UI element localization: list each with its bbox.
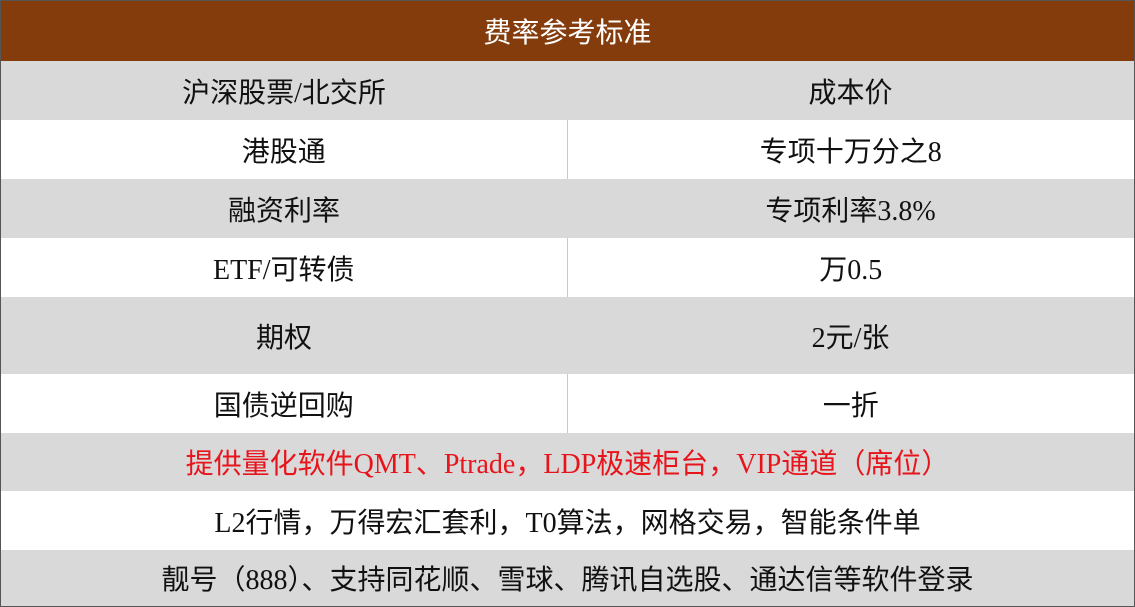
item-cell: 期权 xyxy=(255,322,312,354)
fee-cell: 专项利率3.8% xyxy=(765,195,936,227)
fee-cell: 2元/张 xyxy=(811,322,890,354)
item-cell: 港股通 xyxy=(1,120,568,179)
item-cell: 融资利率 xyxy=(227,195,340,227)
table-row: 融资利率 专项利率3.8% xyxy=(1,179,1134,238)
table-row: 国债逆回购 一折 xyxy=(1,374,1134,433)
note-row: L2行情，万得宏汇套利，T0算法，网格交易，智能条件单 xyxy=(1,491,1134,550)
note-text: 提供量化软件QMT、Ptrade，LDP极速柜台，VIP通道（席位） xyxy=(185,449,950,480)
fee-cell: 一折 xyxy=(822,390,879,422)
table-row: 期权 2元/张 xyxy=(1,297,1134,374)
title: 费率参考标准 xyxy=(483,18,652,49)
header: 费率参考标准 xyxy=(1,1,1134,61)
fee-cell: 万0.5 xyxy=(819,254,883,286)
table-row: 港股通 专项十万分之8 xyxy=(1,120,1134,179)
table-row: 沪深股票/北交所 成本价 xyxy=(1,61,1134,120)
note-text: L2行情，万得宏汇套利，T0算法，网格交易，智能条件单 xyxy=(214,507,921,539)
item-cell: ETF/可转债 xyxy=(1,238,568,297)
note-row: 提供量化软件QMT、Ptrade，LDP极速柜台，VIP通道（席位） xyxy=(1,433,1134,491)
item-cell: 国债逆回购 xyxy=(1,374,568,433)
item-cell: 沪深股票/北交所 xyxy=(182,77,386,109)
fee-cell: 成本价 xyxy=(808,77,893,109)
table-row: ETF/可转债 万0.5 xyxy=(1,238,1134,297)
fee-cell: 专项十万分之8 xyxy=(759,136,942,168)
note-text: 靓号（888）、支持同花顺、雪球、腾讯自选股、通达信等软件登录 xyxy=(161,565,974,596)
note-row: 靓号（888）、支持同花顺、雪球、腾讯自选股、通达信等软件登录 xyxy=(1,550,1134,606)
